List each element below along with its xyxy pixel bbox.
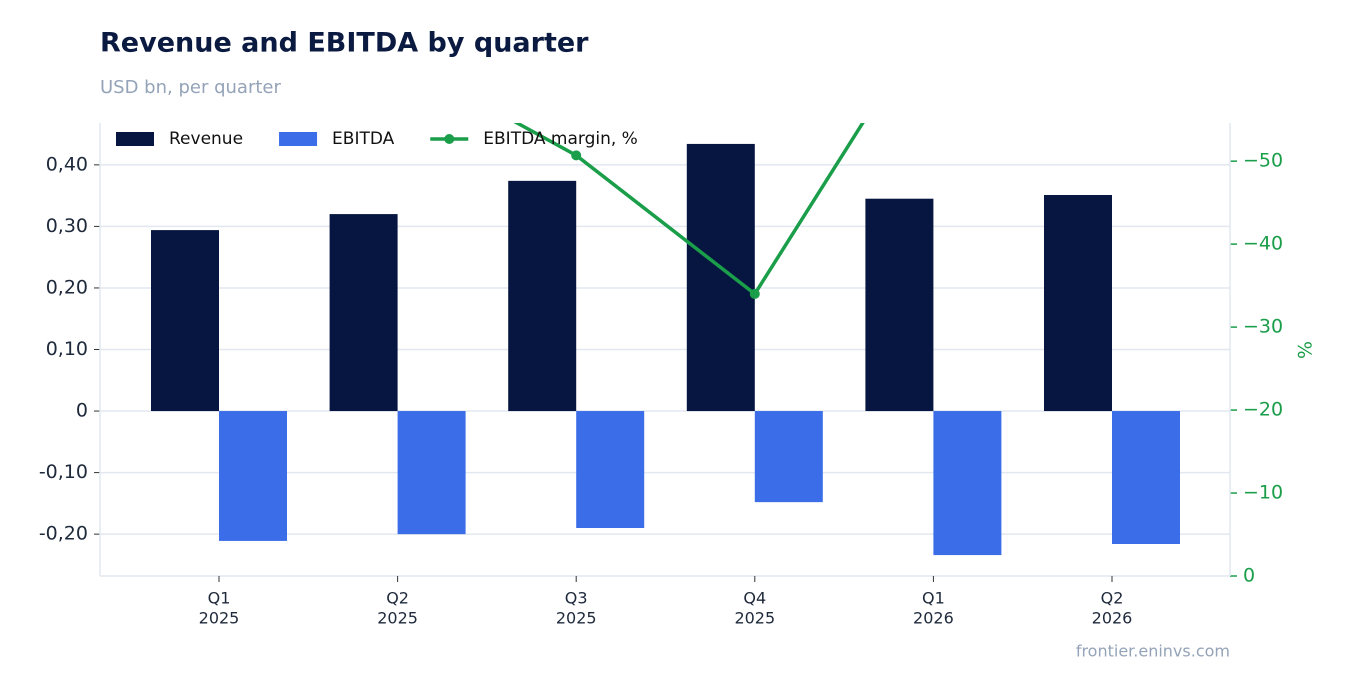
x-tick-label: Q4 [743,589,766,608]
bar [329,214,398,412]
y-tick-label: 0,20 [46,276,88,298]
y-tick-label: 0,10 [46,338,88,360]
margin-point [749,288,760,299]
bar [576,411,645,528]
bar [933,411,1002,556]
x-tick-label: 2025 [734,609,775,628]
y-tick-label: -0,20 [39,523,88,545]
margin-point [1107,62,1117,72]
bar [508,180,577,412]
x-tick-label: Q1 [208,589,231,608]
y2-tick-label: 0 [1243,565,1255,587]
chart-subtitle: USD bn, per quarter [100,77,281,98]
bar [397,411,466,535]
margin-point [928,6,938,16]
x-tick-label: Q2 [1101,589,1124,608]
bar [219,411,287,541]
line-group [513,6,1117,299]
x-tick-label: Q2 [386,589,409,608]
bar [1112,411,1180,544]
chart-title: Revenue and EBITDA by quarter [100,28,589,59]
bar [686,143,755,412]
legend-label: EBITDA [332,129,395,149]
legend-swatch [116,132,154,146]
y2-tick-label: −40 [1243,233,1283,255]
margin-point [571,150,582,161]
bar [865,198,934,412]
x-tick-label: 2026 [1092,609,1133,628]
legend-swatch [279,132,318,146]
y2-tick-label: −50 [1243,150,1283,172]
bar [151,230,219,412]
bar [754,411,823,503]
y-tick-label: 0,30 [46,215,88,237]
y-tick-label: 0 [76,400,88,422]
x-tick-label: 2025 [377,609,418,628]
x-tick-label: Q3 [565,589,588,608]
x-tick-label: Q1 [922,589,945,608]
x-tick-label: 2025 [556,609,597,628]
margin-line [513,123,865,297]
y-tick-label: 0,40 [46,153,88,175]
legend-label: EBITDA margin, % [483,129,638,149]
source: frontier.eninvs.com [1076,642,1230,661]
bar [1044,195,1112,412]
x-tick-label: 2025 [199,609,240,628]
y-tick-label: -0,10 [39,461,88,483]
y2-axis-label: % [1295,341,1317,359]
legend-label: Revenue [169,129,243,149]
y2-tick-label: −10 [1243,482,1283,504]
y2-tick-label: −20 [1243,399,1283,421]
legend-swatch [444,134,455,144]
x-tick-label: 2026 [913,609,954,628]
y2-tick-label: −30 [1243,316,1283,338]
